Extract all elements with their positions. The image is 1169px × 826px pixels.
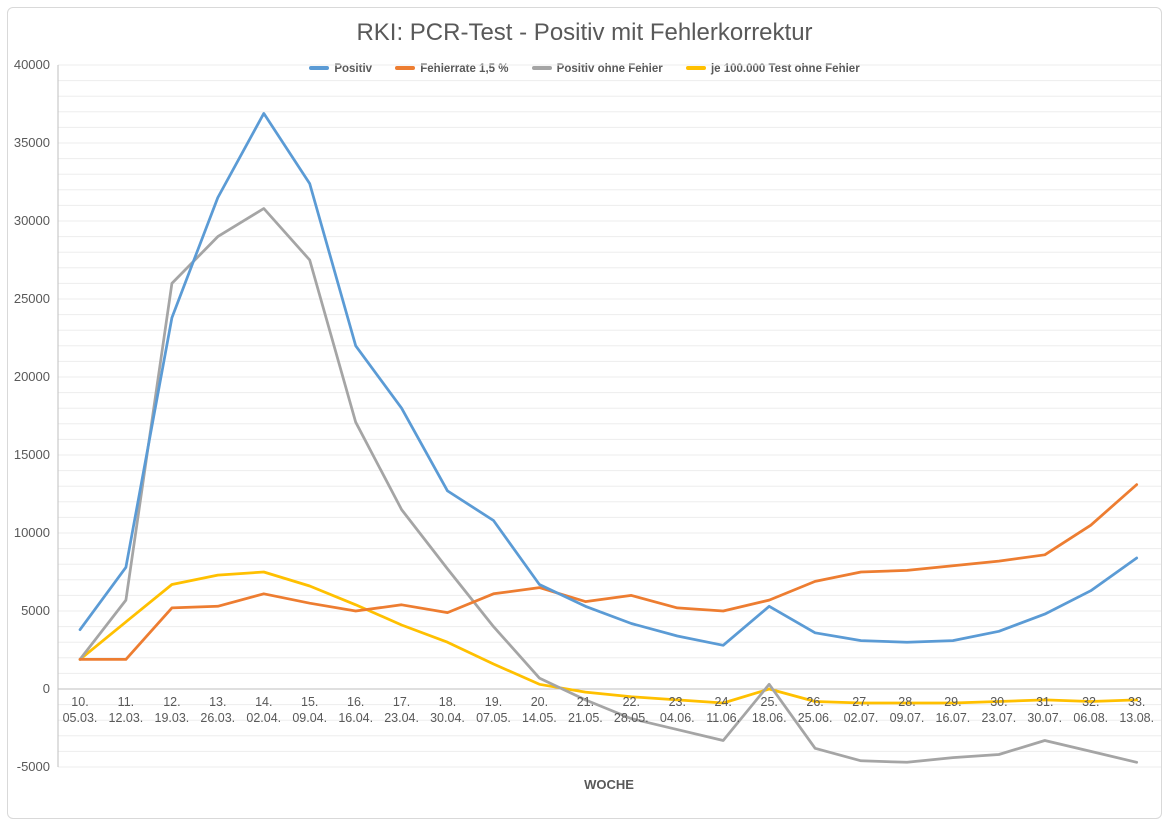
svg-text:24.: 24. — [715, 695, 732, 709]
svg-text:19.: 19. — [485, 695, 502, 709]
svg-text:02.04.: 02.04. — [246, 711, 281, 725]
svg-text:33.: 33. — [1128, 695, 1145, 709]
svg-text:07.05.: 07.05. — [476, 711, 511, 725]
svg-text:28.: 28. — [898, 695, 915, 709]
svg-text:20000: 20000 — [14, 369, 50, 384]
svg-text:40000: 40000 — [14, 57, 50, 72]
svg-text:-5000: -5000 — [17, 759, 50, 774]
svg-text:30.07.: 30.07. — [1027, 711, 1062, 725]
svg-text:0: 0 — [43, 681, 50, 696]
svg-text:13.: 13. — [209, 695, 226, 709]
svg-text:16.: 16. — [347, 695, 364, 709]
svg-text:30.: 30. — [990, 695, 1007, 709]
svg-text:32.: 32. — [1082, 695, 1099, 709]
svg-text:11.: 11. — [118, 695, 134, 709]
svg-text:15.: 15. — [301, 695, 318, 709]
svg-text:09.04.: 09.04. — [292, 711, 327, 725]
svg-text:15000: 15000 — [14, 447, 50, 462]
svg-text:30.04.: 30.04. — [430, 711, 465, 725]
svg-text:12.03.: 12.03. — [109, 711, 144, 725]
svg-text:18.: 18. — [439, 695, 456, 709]
svg-text:26.03.: 26.03. — [200, 711, 235, 725]
svg-text:31.: 31. — [1036, 695, 1053, 709]
svg-text:11.06.: 11.06. — [706, 711, 740, 725]
svg-text:28.05.: 28.05. — [614, 711, 649, 725]
svg-text:21.05.: 21.05. — [568, 711, 603, 725]
svg-text:35000: 35000 — [14, 135, 50, 150]
svg-text:19.03.: 19.03. — [155, 711, 190, 725]
svg-text:23.04.: 23.04. — [384, 711, 419, 725]
svg-text:09.07.: 09.07. — [890, 711, 925, 725]
svg-text:29.: 29. — [944, 695, 961, 709]
svg-text:WOCHE: WOCHE — [584, 777, 634, 792]
svg-text:20.: 20. — [531, 695, 548, 709]
svg-text:16.04.: 16.04. — [338, 711, 373, 725]
svg-text:06.08.: 06.08. — [1073, 711, 1108, 725]
svg-text:5000: 5000 — [21, 603, 50, 618]
svg-text:02.07.: 02.07. — [844, 711, 879, 725]
svg-text:05.03.: 05.03. — [63, 711, 98, 725]
svg-text:23.: 23. — [669, 695, 686, 709]
svg-text:04.06.: 04.06. — [660, 711, 695, 725]
svg-text:14.: 14. — [255, 695, 272, 709]
svg-text:17.: 17. — [393, 695, 410, 709]
svg-text:21.: 21. — [577, 695, 594, 709]
svg-text:14.05.: 14.05. — [522, 711, 557, 725]
svg-text:25000: 25000 — [14, 291, 50, 306]
svg-text:25.06.: 25.06. — [798, 711, 833, 725]
svg-text:22.: 22. — [623, 695, 640, 709]
svg-text:12.: 12. — [163, 695, 180, 709]
svg-text:23.07.: 23.07. — [982, 711, 1017, 725]
svg-text:26.: 26. — [806, 695, 823, 709]
svg-text:16.07.: 16.07. — [936, 711, 971, 725]
svg-text:27.: 27. — [852, 695, 869, 709]
svg-text:30000: 30000 — [14, 213, 50, 228]
svg-text:25.: 25. — [761, 695, 778, 709]
svg-text:13.08.: 13.08. — [1119, 711, 1154, 725]
svg-text:10000: 10000 — [14, 525, 50, 540]
svg-text:18.06.: 18.06. — [752, 711, 787, 725]
svg-text:10.: 10. — [71, 695, 88, 709]
